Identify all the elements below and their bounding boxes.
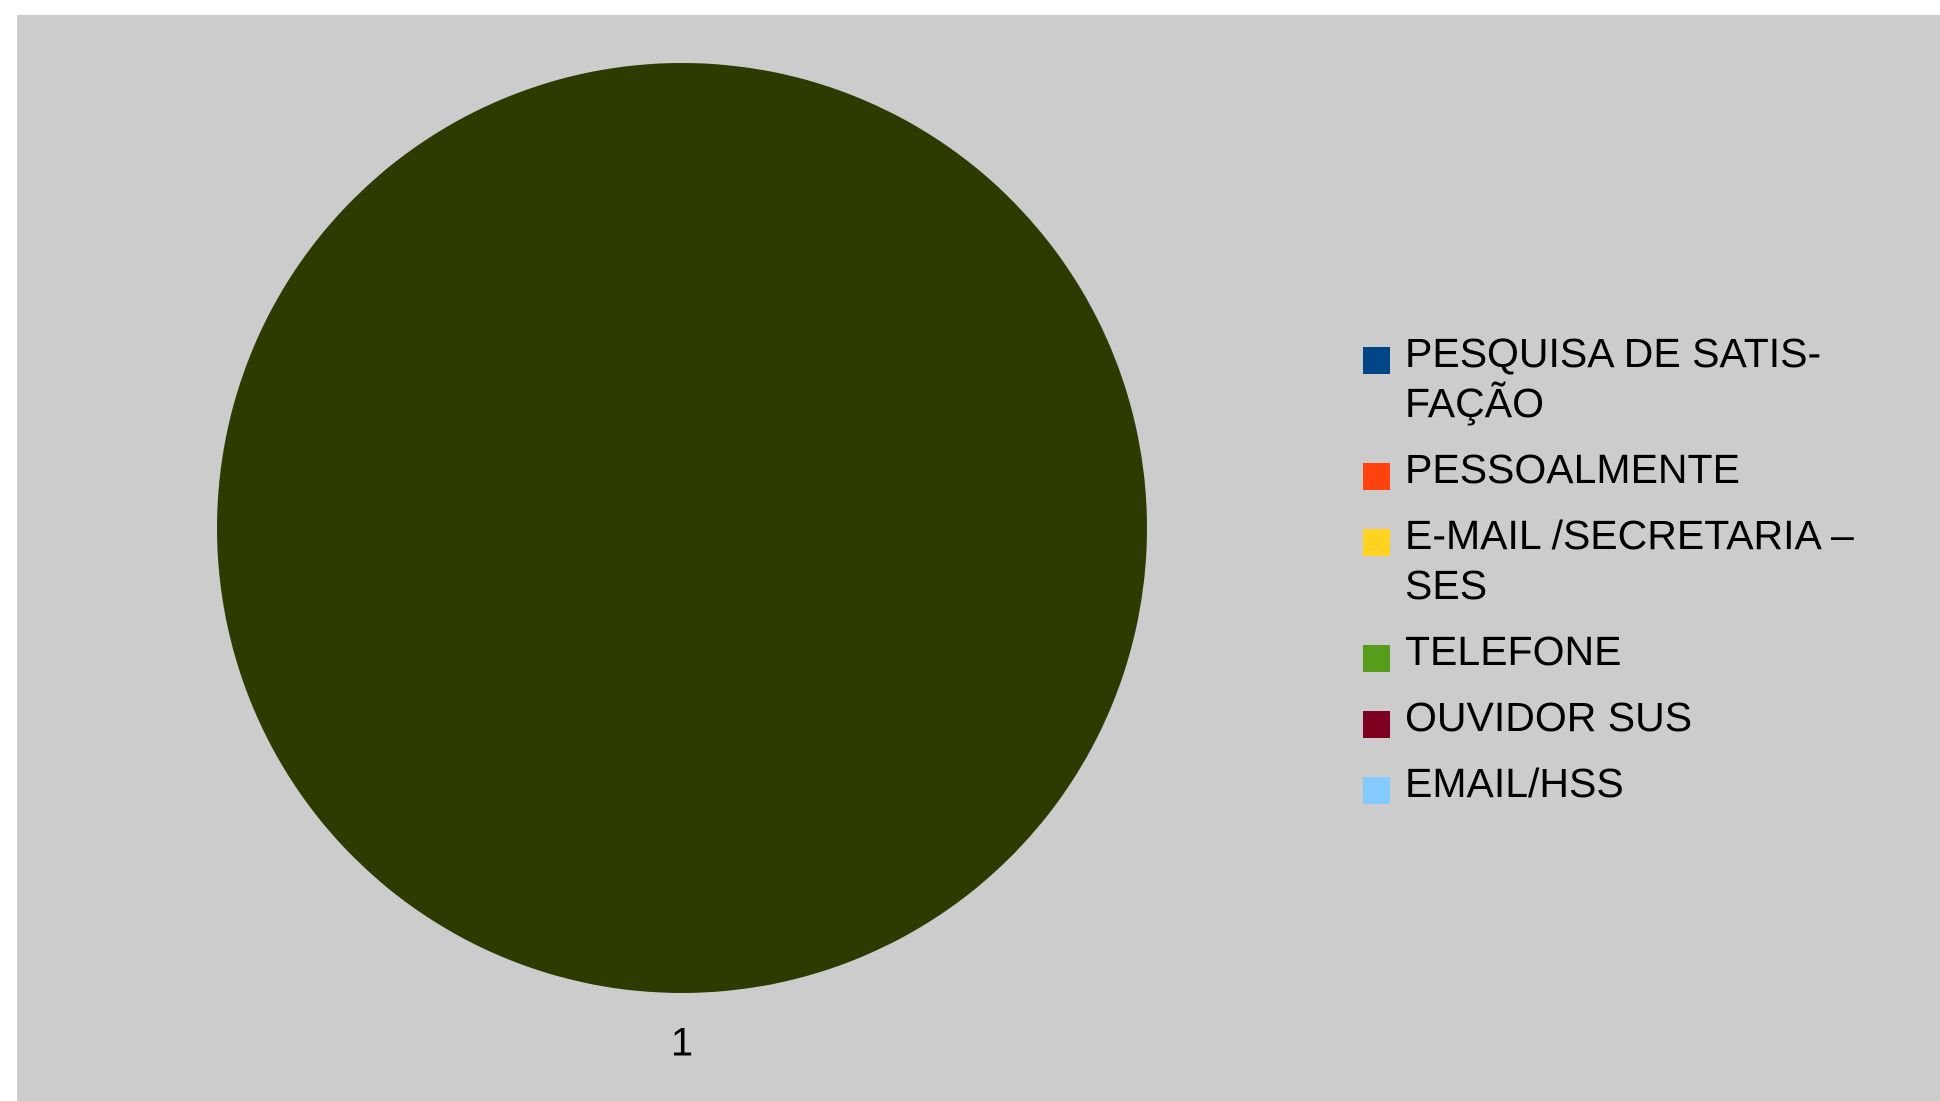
legend-item: TELEFONE: [1363, 626, 1923, 676]
legend: PESQUISA DE SATIS- FAÇÃO PESSOALMENTE E-MA…: [1363, 328, 1923, 824]
slice-label-0: 1: [671, 1021, 693, 1065]
legend-swatch: [1363, 529, 1390, 556]
legend-label: OUVIDOR SUS: [1405, 694, 1693, 740]
legend-label: TELEFONE: [1405, 628, 1622, 674]
legend-item: EMAIL/HSS: [1363, 758, 1923, 808]
legend-label: E-MAIL /SECRETARIA – SES: [1405, 512, 1854, 608]
legend-swatch: [1363, 645, 1390, 672]
legend-item: OUVIDOR SUS: [1363, 692, 1923, 742]
chart-area: 1 PESQUISA DE SATIS- FAÇÃO PESSOALMENTE E-…: [17, 15, 1940, 1101]
legend-swatch: [1363, 463, 1390, 490]
legend-item: PESQUISA DE SATIS- FAÇÃO: [1363, 328, 1923, 428]
legend-item: E-MAIL /SECRETARIA – SES: [1363, 510, 1923, 610]
legend-swatch: [1363, 711, 1390, 738]
legend-swatch: [1363, 347, 1390, 374]
legend-swatch: [1363, 777, 1390, 804]
legend-item: PESSOALMENTE: [1363, 444, 1923, 494]
legend-label: PESSOALMENTE: [1405, 446, 1740, 492]
pie-slice-0: [217, 63, 1147, 993]
pie-chart: 1: [217, 63, 1147, 1065]
legend-label: EMAIL/HSS: [1405, 760, 1624, 806]
legend-label: PESQUISA DE SATIS- FAÇÃO: [1405, 330, 1822, 426]
